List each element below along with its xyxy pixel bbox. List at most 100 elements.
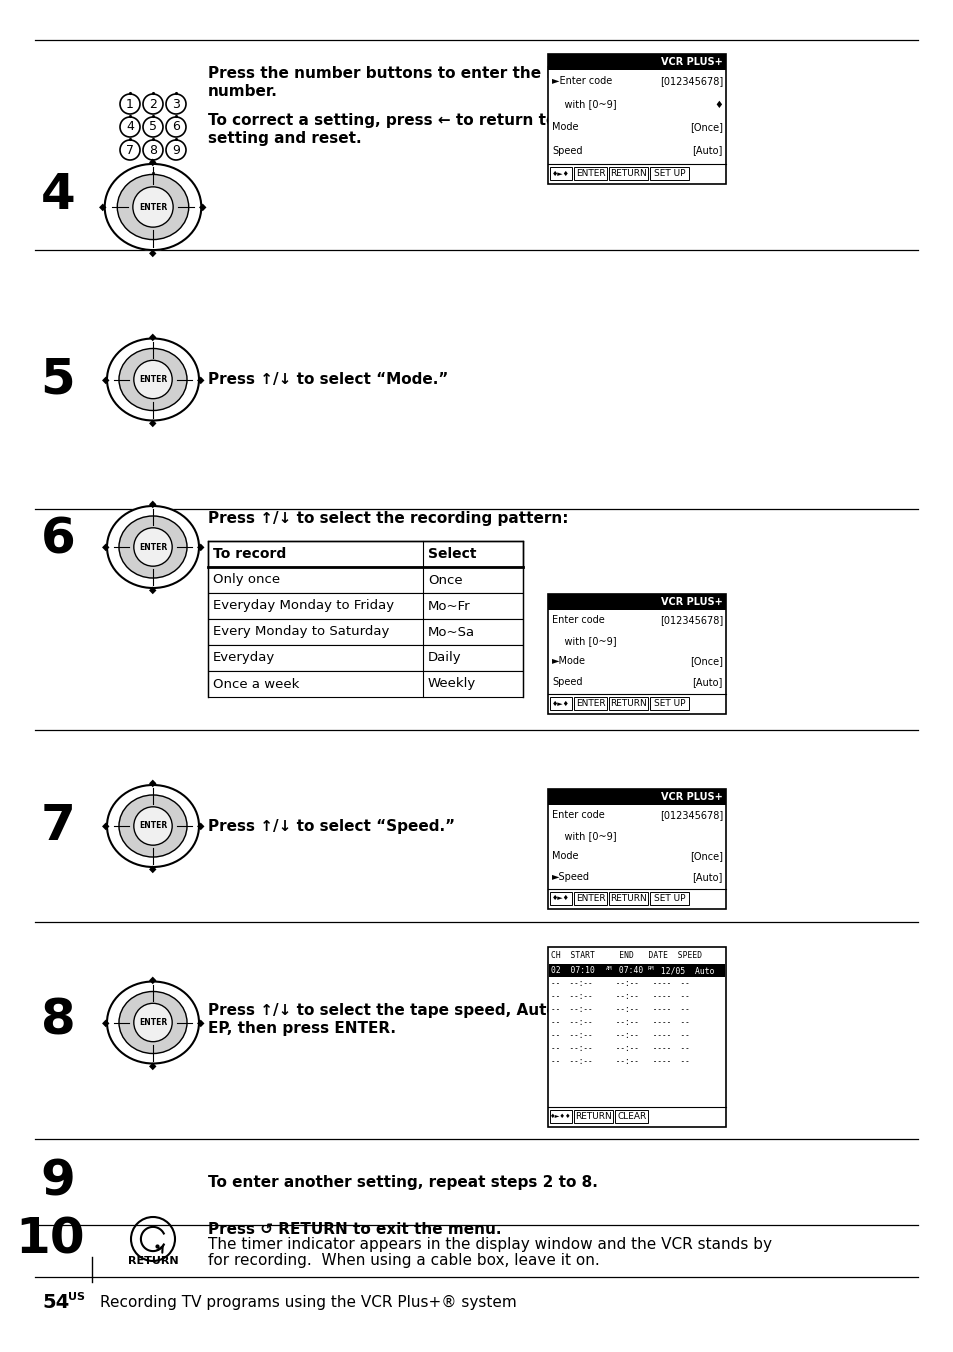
Ellipse shape <box>117 174 189 239</box>
Text: RETURN: RETURN <box>575 1111 611 1121</box>
Text: 8: 8 <box>149 143 157 157</box>
FancyBboxPatch shape <box>574 698 607 710</box>
Text: Everyday Monday to Friday: Everyday Monday to Friday <box>213 599 394 612</box>
Text: Only once: Only once <box>213 573 280 587</box>
Text: ◆: ◆ <box>149 585 156 595</box>
Text: Press ↑/↓ to select “Speed.”: Press ↑/↓ to select “Speed.” <box>208 818 455 833</box>
Text: --  --:--     --:--   ----  --: -- --:-- --:-- ---- -- <box>551 1044 689 1053</box>
Text: ◆: ◆ <box>196 1018 204 1028</box>
Text: SET UP: SET UP <box>654 699 685 708</box>
Text: with [0~9]: with [0~9] <box>552 635 616 646</box>
Text: ◆: ◆ <box>196 542 204 552</box>
Text: [Once]: [Once] <box>689 123 722 132</box>
FancyBboxPatch shape <box>650 698 689 710</box>
FancyBboxPatch shape <box>550 892 572 904</box>
Text: 7: 7 <box>126 143 133 157</box>
Text: --  --:--     --:--   ----  --: -- --:-- --:-- ---- -- <box>551 1018 689 1028</box>
Text: --  --:--     --:--   ----  --: -- --:-- --:-- ---- -- <box>551 1032 689 1040</box>
Ellipse shape <box>119 349 187 411</box>
Text: 9: 9 <box>41 1159 75 1206</box>
Text: 4: 4 <box>126 120 133 134</box>
Text: RETURN: RETURN <box>128 1256 178 1265</box>
Text: SET UP: SET UP <box>654 894 685 903</box>
Text: with [0~9]: with [0~9] <box>552 830 616 841</box>
Text: Speed: Speed <box>552 146 582 155</box>
Text: Press ↺ RETURN to exit the menu.: Press ↺ RETURN to exit the menu. <box>208 1221 501 1237</box>
Text: ◆: ◆ <box>102 821 109 831</box>
Text: To correct a setting, press ← to return to that: To correct a setting, press ← to return … <box>208 112 597 127</box>
Text: 6: 6 <box>41 515 75 562</box>
Text: ►Speed: ►Speed <box>552 872 589 882</box>
Circle shape <box>133 807 172 845</box>
Ellipse shape <box>107 338 199 420</box>
Text: Recording TV programs using the VCR Plus+® system: Recording TV programs using the VCR Plus… <box>100 1294 517 1310</box>
Circle shape <box>132 187 173 227</box>
Text: ◆: ◆ <box>149 777 156 788</box>
Text: ◆: ◆ <box>149 499 156 508</box>
Text: US: US <box>68 1293 85 1302</box>
FancyBboxPatch shape <box>609 168 648 180</box>
Text: [Auto]: [Auto] <box>692 872 722 882</box>
Text: Once: Once <box>428 573 462 587</box>
Text: RETURN: RETURN <box>610 699 647 708</box>
Text: --  --:--     --:--   ----  --: -- --:-- --:-- ---- -- <box>551 992 689 1000</box>
FancyBboxPatch shape <box>650 168 689 180</box>
Text: 54: 54 <box>42 1293 70 1311</box>
Text: ENTER: ENTER <box>139 375 167 384</box>
Text: Press ↑/↓ to select the recording pattern:: Press ↑/↓ to select the recording patter… <box>208 511 568 526</box>
Text: 8: 8 <box>41 996 75 1045</box>
Text: ENTER: ENTER <box>139 542 167 552</box>
Text: [012345678]: [012345678] <box>659 615 722 625</box>
Text: ◆: ◆ <box>102 375 109 384</box>
Text: setting and reset.: setting and reset. <box>208 131 361 146</box>
Text: Press the number buttons to enter the PlusCode: Press the number buttons to enter the Pl… <box>208 66 624 81</box>
Text: VCR PLUS+: VCR PLUS+ <box>660 57 722 68</box>
Text: RETURN: RETURN <box>610 169 647 178</box>
Text: ◆: ◆ <box>199 201 207 212</box>
FancyBboxPatch shape <box>550 168 572 180</box>
Text: Enter code: Enter code <box>552 615 604 625</box>
Text: VCR PLUS+: VCR PLUS+ <box>660 598 722 607</box>
Ellipse shape <box>107 786 199 867</box>
FancyBboxPatch shape <box>547 790 725 909</box>
Text: ◆: ◆ <box>149 331 156 341</box>
Text: The timer indicator appears in the display window and the VCR stands by: The timer indicator appears in the displ… <box>208 1237 771 1252</box>
FancyBboxPatch shape <box>547 790 725 804</box>
Text: ENTER: ENTER <box>139 1018 167 1028</box>
Text: SET UP: SET UP <box>654 169 685 178</box>
Text: 07:40: 07:40 <box>614 965 642 975</box>
Text: ►Mode: ►Mode <box>552 656 585 667</box>
Text: Speed: Speed <box>552 677 582 687</box>
Text: ENTER: ENTER <box>576 699 605 708</box>
Text: 4: 4 <box>41 170 75 219</box>
Text: Once a week: Once a week <box>213 677 299 691</box>
FancyBboxPatch shape <box>547 594 725 714</box>
Circle shape <box>133 1003 172 1041</box>
Text: EP, then press ENTER.: EP, then press ENTER. <box>208 1021 395 1036</box>
Text: Mode: Mode <box>552 852 578 861</box>
Text: ◆: ◆ <box>149 418 156 427</box>
Text: ◆: ◆ <box>149 1061 156 1071</box>
Text: [Auto]: [Auto] <box>692 146 722 155</box>
Text: 2: 2 <box>149 97 157 111</box>
Text: ENTER: ENTER <box>139 203 167 211</box>
FancyBboxPatch shape <box>574 892 607 904</box>
Text: ◆: ◆ <box>149 157 156 166</box>
Text: Every Monday to Saturday: Every Monday to Saturday <box>213 626 389 638</box>
Text: ♦►♦: ♦►♦ <box>552 170 569 177</box>
Text: ◆: ◆ <box>149 975 156 984</box>
FancyBboxPatch shape <box>650 892 689 904</box>
Text: Daily: Daily <box>428 652 461 664</box>
Text: ♦: ♦ <box>714 100 722 110</box>
Text: Press ↑/↓ to select the tape speed, Auto, SP, or: Press ↑/↓ to select the tape speed, Auto… <box>208 1003 616 1018</box>
Text: Enter code: Enter code <box>552 810 604 821</box>
Text: for recording.  When using a cable box, leave it on.: for recording. When using a cable box, l… <box>208 1253 599 1268</box>
Text: 02  07:10: 02 07:10 <box>551 965 595 975</box>
FancyBboxPatch shape <box>574 1110 613 1124</box>
Text: 3: 3 <box>172 97 180 111</box>
Text: CH  START     END   DATE  SPEED: CH START END DATE SPEED <box>551 950 701 960</box>
FancyBboxPatch shape <box>547 594 725 610</box>
Text: Mo~Sa: Mo~Sa <box>428 626 475 638</box>
Text: PM: PM <box>647 965 654 971</box>
Text: number.: number. <box>208 84 277 100</box>
